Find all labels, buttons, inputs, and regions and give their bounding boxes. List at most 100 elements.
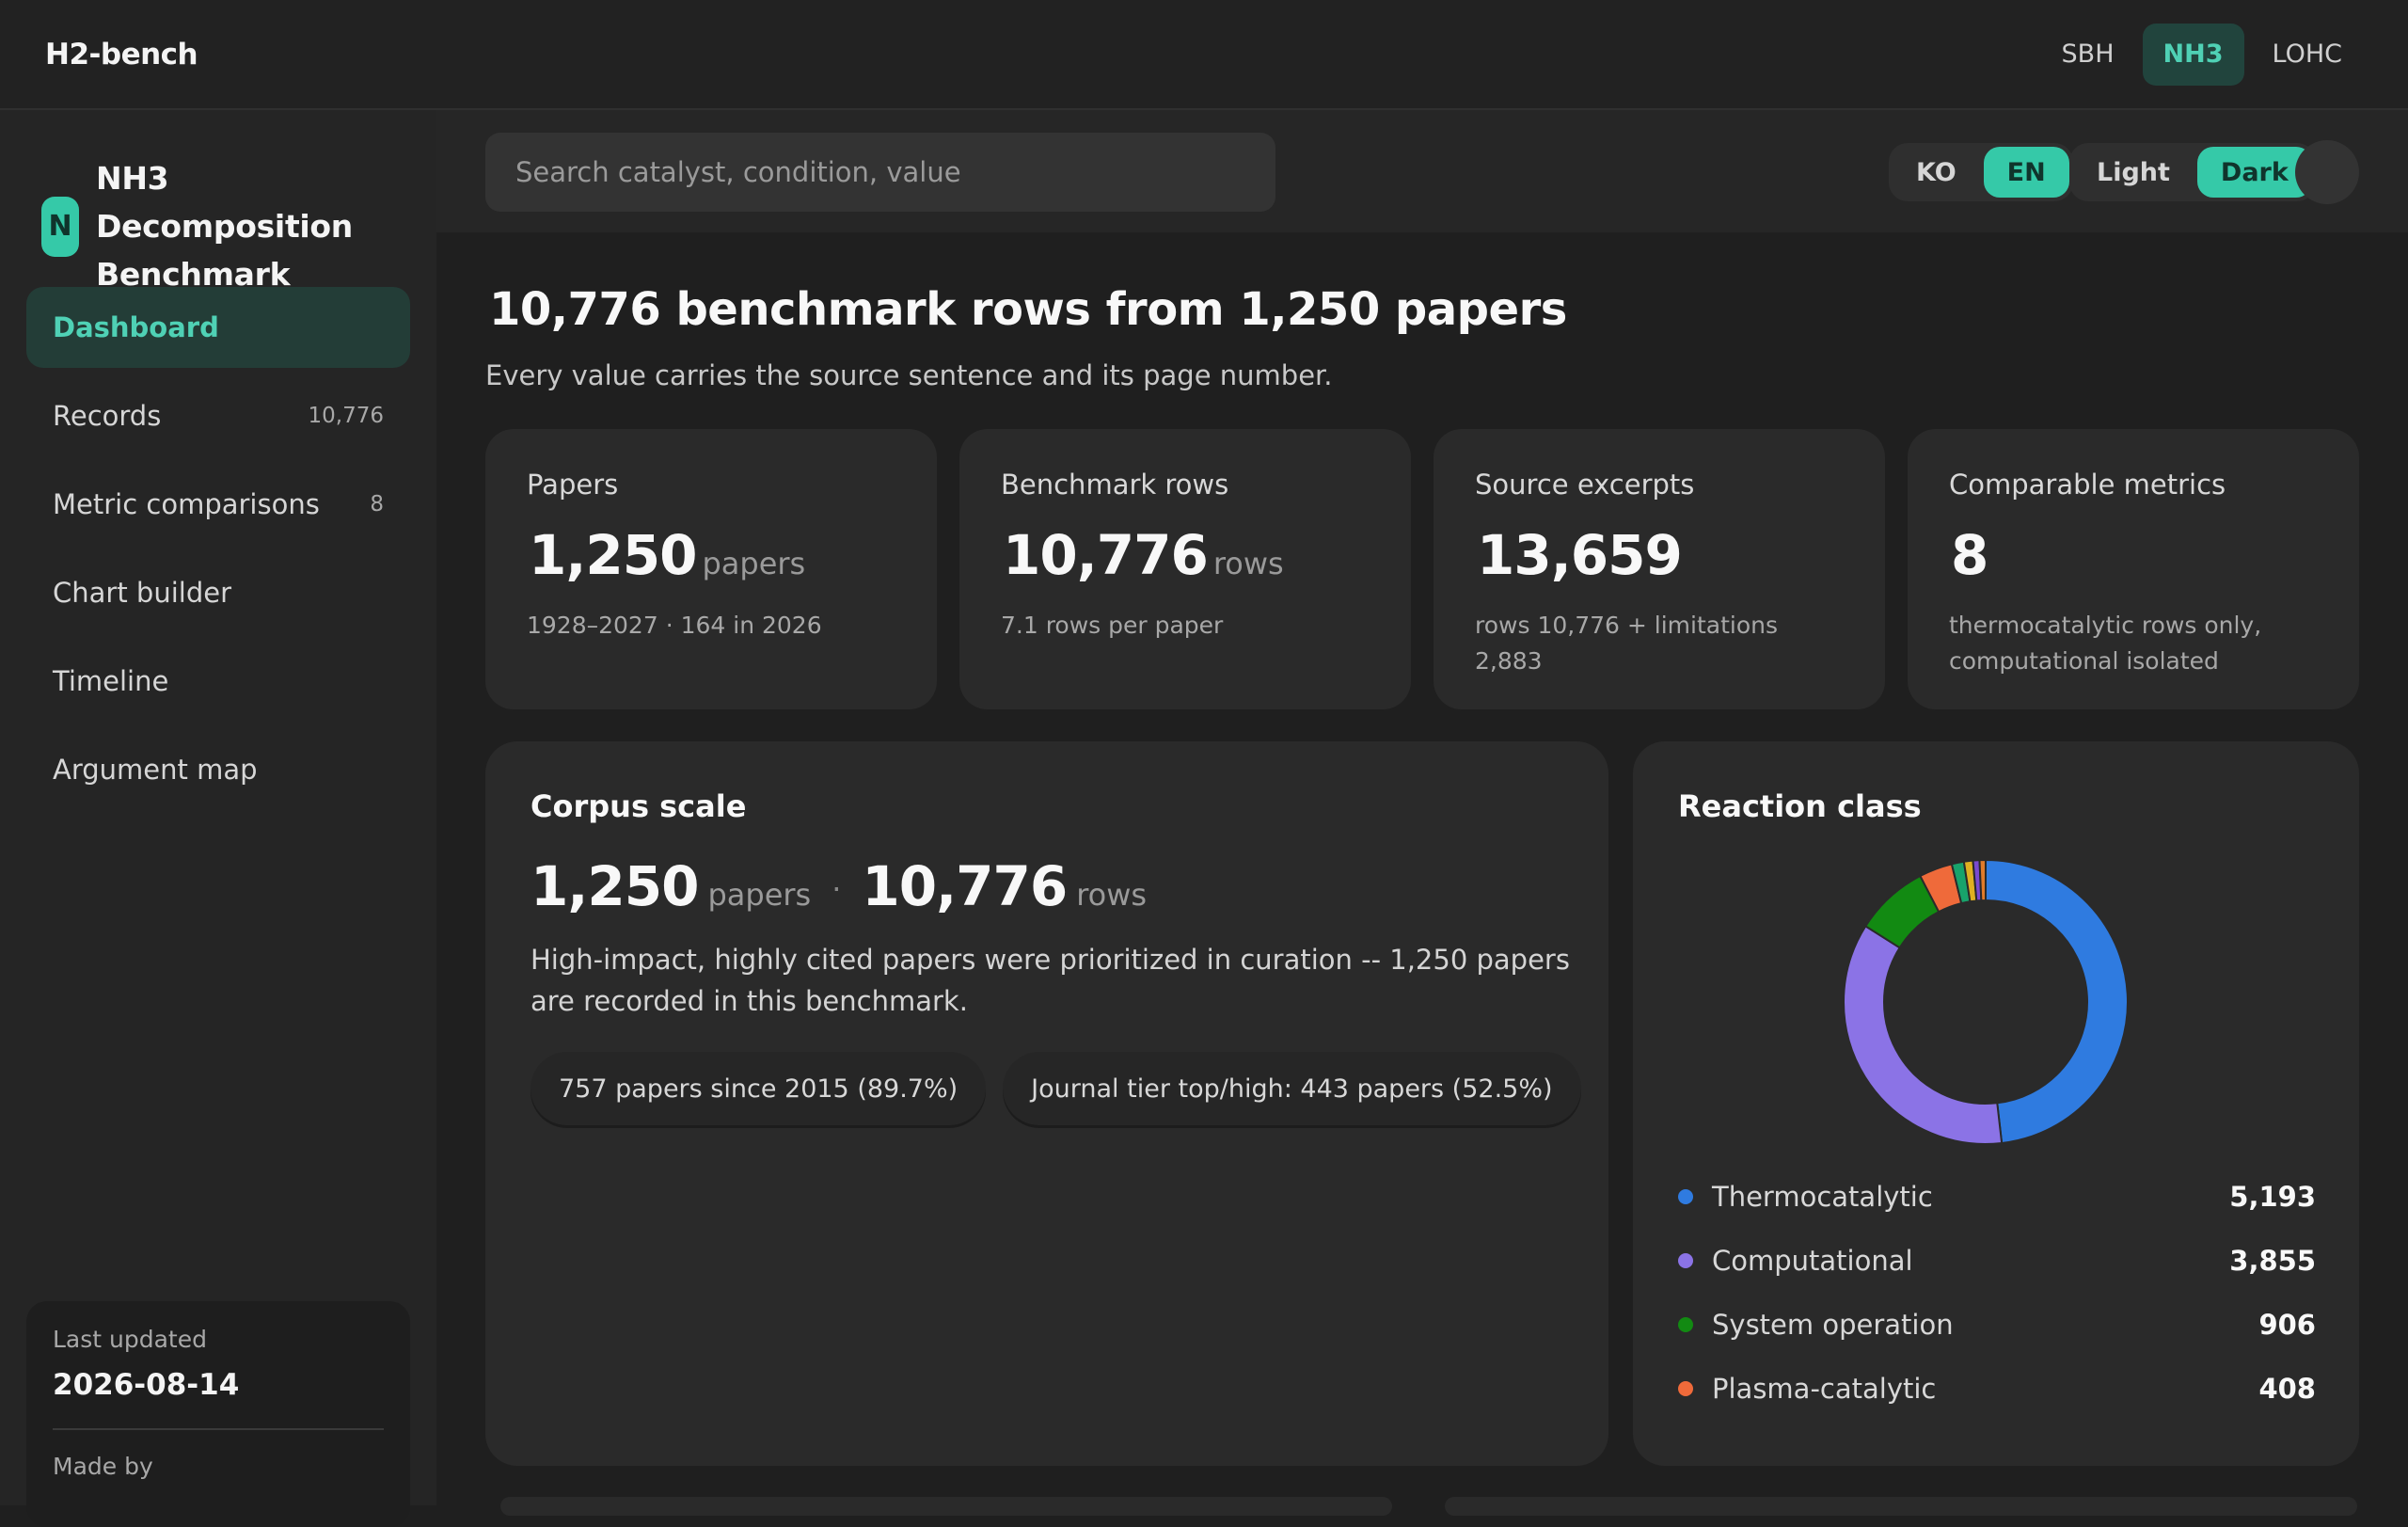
theme-toggle: Light Dark xyxy=(2069,143,2316,201)
sidebar-item-count: 10,776 xyxy=(308,404,384,428)
toolbar: KO EN Light Dark xyxy=(436,110,2408,232)
legend-value: 3,855 xyxy=(2229,1245,2316,1277)
sidebar-item-label: Records xyxy=(53,400,162,432)
page-title: 10,776 benchmark rows from 1,250 papers xyxy=(489,283,1567,336)
legend-value: 5,193 xyxy=(2229,1181,2316,1213)
legend-row-plasma-catalytic: Plasma-catalytic 408 xyxy=(1678,1357,2316,1421)
stat-value: 1,250 papers xyxy=(529,523,805,587)
panel-title: Reaction class xyxy=(1678,788,1922,824)
theme-dark-button[interactable]: Dark xyxy=(2196,147,2312,198)
project-header: N NH3 Decomposition Benchmark xyxy=(41,154,418,298)
corpus-papers-number: 1,250 xyxy=(531,854,699,918)
last-updated-date: 2026-08-14 xyxy=(53,1368,240,1402)
chip-since-2015: 757 papers since 2015 (89.7%) xyxy=(531,1052,987,1125)
sidebar-item-timeline[interactable]: Timeline xyxy=(26,641,410,722)
stat-card-papers: Papers 1,250 papers 1928–2027 · 164 in 20… xyxy=(485,429,937,709)
sidebar-item-metric-comparisons[interactable]: Metric comparisons 8 xyxy=(26,464,410,545)
top-bar: H2-bench SBH NH3 LOHC xyxy=(0,0,2408,110)
stat-number: 13,659 xyxy=(1477,523,1683,587)
sidebar-item-count: 8 xyxy=(370,492,384,517)
sidebar-nav: Dashboard Records 10,776 Metric comparis… xyxy=(26,287,410,818)
sidebar-item-label: Timeline xyxy=(53,665,169,697)
stat-card-benchmark-rows: Benchmark rows 10,776 rows 7.1 rows per p… xyxy=(959,429,1411,709)
stat-subtext: 1928–2027 · 164 in 2026 xyxy=(527,612,822,639)
corpus-totals: 1,250 papers · 10,776 rows xyxy=(531,854,1147,918)
corpus-papers-unit: papers xyxy=(707,877,812,913)
page-subtitle: Every value carries the source sentence … xyxy=(485,359,1333,391)
legend-swatch xyxy=(1678,1381,1693,1396)
stat-value: 10,776 rows xyxy=(1003,523,1284,587)
donut-slice-computational xyxy=(1843,924,2004,1145)
legend-row-computational: Computational 3,855 xyxy=(1678,1229,2316,1293)
stat-card-source-excerpts: Source excerpts 13,659 rows 10,776 + lim… xyxy=(1434,429,1885,709)
corpus-description: High-impact, highly cited papers were pr… xyxy=(531,944,1570,1017)
legend-swatch xyxy=(1678,1317,1693,1332)
made-by-label: Made by xyxy=(53,1453,153,1480)
tab-sbh[interactable]: SBH xyxy=(2061,40,2115,69)
donut-slice-thermocatalytic xyxy=(1985,858,2129,1145)
stat-label: Papers xyxy=(527,469,619,501)
sidebar-item-label: Argument map xyxy=(53,754,258,786)
legend-label: System operation xyxy=(1712,1309,1954,1341)
chip-journal-tier: Journal tier top/high: 443 papers (52.5%… xyxy=(1003,1052,1581,1125)
stat-unit: rows xyxy=(1212,546,1284,581)
tab-nh3[interactable]: NH3 xyxy=(2142,23,2244,86)
stat-number: 8 xyxy=(1951,523,1988,587)
language-en-button[interactable]: EN xyxy=(1983,147,2069,198)
stat-unit: papers xyxy=(702,546,806,581)
sidebar-item-records[interactable]: Records 10,776 xyxy=(26,375,410,456)
corpus-rows-unit: rows xyxy=(1076,877,1148,913)
legend-label: Computational xyxy=(1712,1245,1913,1277)
reaction-class-donut-chart xyxy=(1843,858,2129,1145)
donut-slice-other-7 xyxy=(1978,858,1987,902)
corpus-scale-panel: Corpus scale 1,250 papers · 10,776 rows … xyxy=(485,741,1608,1466)
tab-lohc[interactable]: LOHC xyxy=(2272,40,2343,69)
sidebar-footer: Last updated 2026-08-14 Made by xyxy=(26,1301,410,1527)
stat-label: Source excerpts xyxy=(1475,469,1695,501)
language-ko-button[interactable]: KO xyxy=(1916,157,1956,187)
domain-tabs: SBH NH3 LOHC xyxy=(2041,23,2363,86)
panel-title: Corpus scale xyxy=(531,788,747,824)
language-toggle: KO EN xyxy=(1889,143,2073,201)
stat-subtext: rows 10,776 + limitations 2,883 xyxy=(1475,612,1778,675)
legend-value: 906 xyxy=(2258,1309,2316,1341)
legend-row-thermocatalytic: Thermocatalytic 5,193 xyxy=(1678,1165,2316,1229)
sidebar-item-chart-builder[interactable]: Chart builder xyxy=(26,552,410,633)
legend-swatch xyxy=(1678,1253,1693,1268)
search-input[interactable] xyxy=(485,133,1275,212)
stat-number: 10,776 xyxy=(1003,523,1209,587)
legend-value: 408 xyxy=(2258,1373,2316,1405)
next-panel-peek xyxy=(500,1497,1392,1516)
sidebar-item-label: Dashboard xyxy=(53,311,219,343)
reaction-class-panel: Reaction class Thermocatalytic 5,193 Com… xyxy=(1633,741,2359,1466)
legend-label: Plasma-catalytic xyxy=(1712,1373,1937,1405)
divider xyxy=(53,1428,384,1430)
stat-subtext: thermocatalytic rows only, computational… xyxy=(1949,612,2262,675)
sidebar-item-label: Metric comparisons xyxy=(53,488,320,520)
project-badge: N xyxy=(41,196,79,257)
legend-swatch xyxy=(1678,1189,1693,1204)
corpus-chips: 757 papers since 2015 (89.7%) Journal ti… xyxy=(531,1052,1581,1125)
last-updated-label: Last updated xyxy=(53,1326,207,1353)
avatar[interactable] xyxy=(2295,140,2359,204)
stat-label: Benchmark rows xyxy=(1001,469,1229,501)
stat-value: 8 xyxy=(1951,523,1988,587)
sidebar-item-dashboard[interactable]: Dashboard xyxy=(26,287,410,368)
legend-label: Thermocatalytic xyxy=(1712,1181,1933,1213)
stat-number: 1,250 xyxy=(529,523,697,587)
theme-light-button[interactable]: Light xyxy=(2097,157,2170,187)
stat-subtext: 7.1 rows per paper xyxy=(1001,612,1224,639)
stat-label: Comparable metrics xyxy=(1949,469,2226,501)
reaction-class-legend: Thermocatalytic 5,193 Computational 3,85… xyxy=(1678,1165,2316,1421)
stat-card-comparable-metrics: Comparable metrics 8 thermocatalytic row… xyxy=(1908,429,2359,709)
project-title: NH3 Decomposition Benchmark xyxy=(96,160,353,293)
sidebar-item-argument-map[interactable]: Argument map xyxy=(26,729,410,810)
next-panel-peek xyxy=(1445,1497,2357,1516)
corpus-separator: · xyxy=(832,871,842,907)
corpus-rows-number: 10,776 xyxy=(862,854,1068,918)
legend-row-system-operation: System operation 906 xyxy=(1678,1293,2316,1357)
sidebar-item-label: Chart builder xyxy=(53,577,231,609)
app-brand[interactable]: H2-bench xyxy=(45,37,198,72)
sidebar: N NH3 Decomposition Benchmark Dashboard … xyxy=(0,110,436,1527)
stat-value: 13,659 xyxy=(1477,523,1683,587)
